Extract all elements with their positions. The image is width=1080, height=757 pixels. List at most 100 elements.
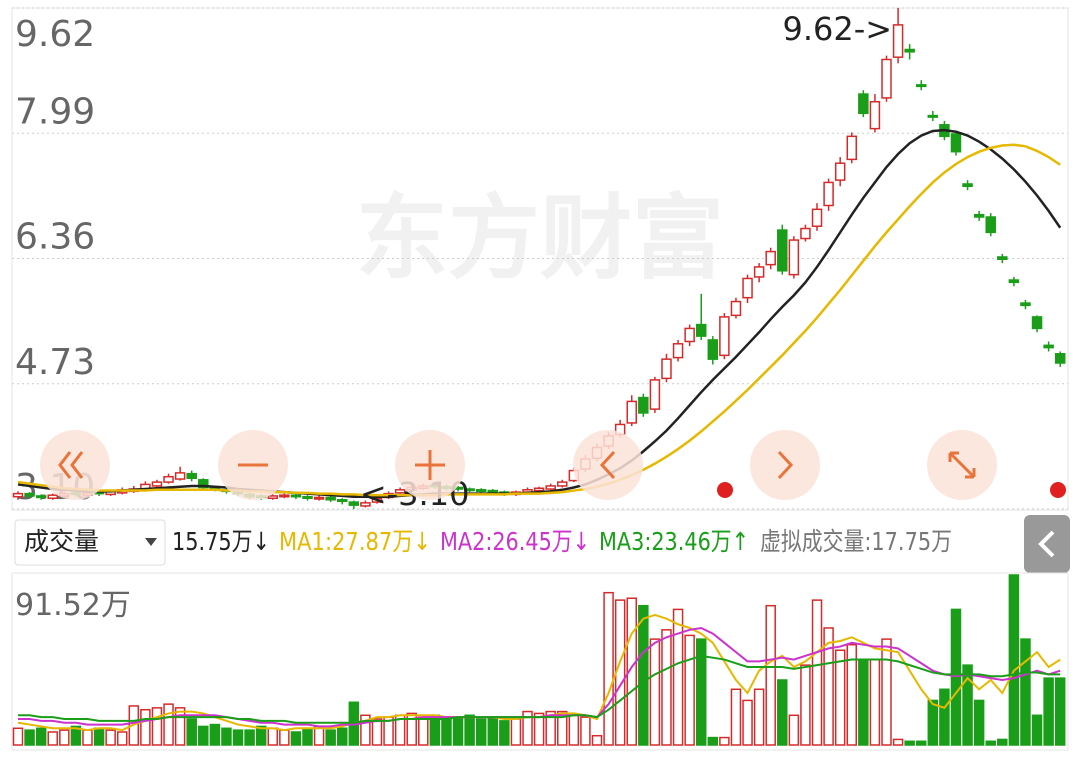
candle-body: [313, 496, 325, 500]
candle-body: [290, 494, 302, 498]
volume-bar: [707, 736, 719, 746]
candle-body: [464, 488, 475, 492]
volume-bar: [973, 699, 985, 746]
dropdown-arrow: [145, 538, 157, 546]
candle-body: [325, 496, 336, 501]
volume-bar: [719, 736, 730, 746]
max-annotation: 9.62->: [782, 10, 892, 48]
volume-bar: [464, 714, 475, 746]
volume-bar: [788, 714, 800, 746]
collapse-button[interactable]: [1024, 515, 1070, 573]
volume-bar: [568, 714, 580, 746]
volume-bar: [939, 688, 950, 746]
candle-body: [1020, 302, 1031, 307]
volume-bar: [336, 727, 348, 746]
volume-bar: [869, 658, 881, 746]
volume-bar: [279, 729, 290, 746]
next-button[interactable]: [750, 430, 820, 500]
candle-body: [371, 497, 383, 503]
ma-line: [17, 143, 1061, 497]
volume-bar: [418, 716, 429, 746]
volume-bar: [371, 718, 383, 746]
volume-bar: [163, 703, 174, 746]
candle-body: [695, 323, 707, 337]
volume-bar: [59, 729, 70, 746]
ma3-value: MA3:23.46万↑: [599, 527, 749, 556]
candle-body: [823, 181, 834, 207]
marker-dot: [1050, 482, 1066, 498]
volume-bar: [927, 699, 939, 746]
candle-body: [302, 495, 313, 499]
candle-body: [12, 492, 24, 498]
virtual-volume: 虚拟成交量:17.75万: [760, 527, 952, 556]
volume-bar: [47, 731, 58, 746]
candle-body: [279, 494, 290, 498]
volume-bar: [672, 608, 684, 746]
collapse-icon: [1038, 530, 1055, 558]
volume-bar: [302, 727, 313, 746]
volume-bar: [684, 634, 695, 746]
volume-bar: [510, 718, 522, 746]
candle-body: [1054, 353, 1066, 364]
icon-double-left: [58, 451, 84, 479]
volume-bar: [823, 627, 834, 746]
volume-bar: [255, 725, 267, 746]
volume-bar: [603, 591, 614, 746]
candle-body: [186, 472, 197, 480]
dropdown-label: 成交量: [24, 527, 99, 556]
volume-bar: [1043, 677, 1054, 746]
candle-body: [811, 208, 823, 227]
volume-bar: [533, 712, 545, 746]
volume-bar: [742, 699, 753, 746]
candle-body: [24, 492, 35, 497]
candle-body: [35, 495, 47, 499]
volume-bar: [962, 664, 973, 746]
volume-bar: [116, 731, 128, 746]
candle-body: [1043, 344, 1054, 349]
candle-body: [881, 58, 892, 99]
candle-body: [858, 93, 869, 115]
prev-button[interactable]: [573, 430, 643, 500]
volume-bar: [1054, 677, 1066, 746]
volume-bar: [140, 708, 151, 746]
volume-bar: [695, 638, 707, 746]
volume-bar: [475, 718, 487, 746]
volume-bar: [82, 729, 93, 746]
candle-body: [360, 502, 371, 507]
candle-body: [684, 327, 695, 343]
marker-dot: [717, 482, 733, 498]
volume-bar: [290, 731, 302, 746]
scroll-left-button[interactable]: [40, 430, 110, 500]
candle-body: [730, 300, 742, 317]
icon-left: [599, 450, 616, 480]
volume-bar: [753, 688, 765, 746]
volume-plot: 91.52万: [12, 574, 1066, 746]
y-tick-label: 6.36: [15, 217, 95, 258]
volume-bar: [70, 725, 82, 746]
volume-bar: [93, 727, 105, 746]
volume-bar: [985, 740, 996, 746]
candle-body: [661, 358, 672, 380]
y-tick-label: 4.73: [15, 342, 95, 383]
price-plot: 3.104.736.367.999.629.62-><-3.10: [12, 7, 1068, 513]
volume-bar: [198, 725, 209, 746]
candle-body: [151, 481, 163, 487]
volume-bar: [638, 604, 649, 746]
volume-bar: [24, 729, 35, 746]
volume-bar: [557, 710, 568, 746]
icon-right: [777, 450, 794, 480]
volume-bar: [35, 727, 47, 746]
volume-ma-line: [18, 654, 1061, 724]
candle-body: [753, 266, 765, 278]
volume-bar: [846, 643, 858, 746]
volume-bar: [915, 740, 927, 746]
volume-panel: [11, 572, 1069, 751]
volume-bar: [730, 688, 742, 746]
indicator-dropdown[interactable]: [14, 519, 166, 566]
volume-bar: [406, 712, 417, 746]
volume-bar: [661, 629, 672, 746]
volume-bar: [232, 729, 244, 746]
volume-bar: [105, 729, 116, 746]
volume-bar: [1008, 574, 1020, 746]
